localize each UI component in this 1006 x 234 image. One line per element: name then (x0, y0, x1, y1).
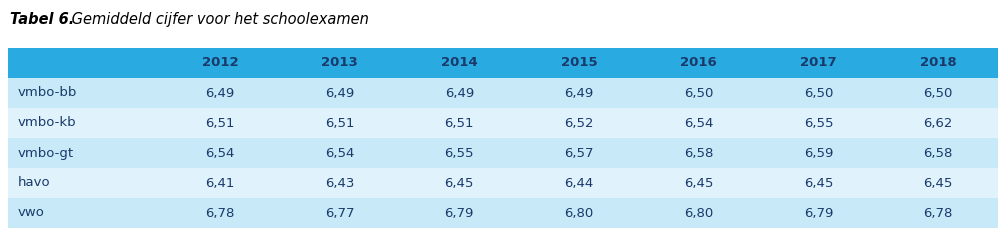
Text: 6,50: 6,50 (924, 87, 953, 99)
Text: 6,45: 6,45 (684, 176, 713, 190)
Text: 6,55: 6,55 (804, 117, 833, 129)
Text: 6,51: 6,51 (445, 117, 474, 129)
Text: Tabel 6.: Tabel 6. (10, 12, 74, 27)
Text: 6,49: 6,49 (325, 87, 354, 99)
Text: 2015: 2015 (560, 56, 598, 69)
Text: 6,77: 6,77 (325, 206, 354, 219)
Text: 6,57: 6,57 (564, 146, 594, 160)
Text: Gemiddeld cijfer voor het schoolexamen: Gemiddeld cijfer voor het schoolexamen (67, 12, 369, 27)
Bar (8, 48, 998, 78)
Text: 6,51: 6,51 (325, 117, 354, 129)
Text: 6,78: 6,78 (205, 206, 234, 219)
Text: 6,41: 6,41 (205, 176, 234, 190)
Bar (8, 168, 998, 198)
Text: 2013: 2013 (321, 56, 358, 69)
Text: 6,52: 6,52 (564, 117, 594, 129)
Bar (8, 138, 998, 168)
Text: 6,49: 6,49 (445, 87, 474, 99)
Text: 6,62: 6,62 (924, 117, 953, 129)
Bar (8, 198, 998, 228)
Text: 6,59: 6,59 (804, 146, 833, 160)
Text: 6,44: 6,44 (564, 176, 594, 190)
Text: vwo: vwo (18, 206, 45, 219)
Bar (8, 78, 998, 108)
Text: 6,45: 6,45 (445, 176, 474, 190)
Text: 6,78: 6,78 (924, 206, 953, 219)
Text: 6,54: 6,54 (325, 146, 354, 160)
Text: 6,49: 6,49 (205, 87, 234, 99)
Text: 2014: 2014 (441, 56, 478, 69)
Text: vmbo-gt: vmbo-gt (18, 146, 74, 160)
Text: 2016: 2016 (680, 56, 717, 69)
Text: 6,50: 6,50 (684, 87, 713, 99)
Text: 6,58: 6,58 (924, 146, 953, 160)
Text: 6,45: 6,45 (804, 176, 833, 190)
Text: 2018: 2018 (919, 56, 957, 69)
Text: 6,54: 6,54 (205, 146, 234, 160)
Text: 6,49: 6,49 (564, 87, 594, 99)
Text: 6,55: 6,55 (445, 146, 474, 160)
Text: 2017: 2017 (800, 56, 837, 69)
Text: 6,80: 6,80 (564, 206, 594, 219)
Text: 6,58: 6,58 (684, 146, 713, 160)
Text: 2012: 2012 (201, 56, 238, 69)
Text: 6,54: 6,54 (684, 117, 713, 129)
Text: 6,45: 6,45 (924, 176, 953, 190)
Text: 6,43: 6,43 (325, 176, 354, 190)
Text: 6,79: 6,79 (804, 206, 833, 219)
Text: vmbo-kb: vmbo-kb (18, 117, 76, 129)
Text: 6,50: 6,50 (804, 87, 833, 99)
Text: havo: havo (18, 176, 50, 190)
Bar (8, 108, 998, 138)
Text: 6,79: 6,79 (445, 206, 474, 219)
Text: 6,51: 6,51 (205, 117, 234, 129)
Text: 6,80: 6,80 (684, 206, 713, 219)
Text: vmbo-bb: vmbo-bb (18, 87, 77, 99)
